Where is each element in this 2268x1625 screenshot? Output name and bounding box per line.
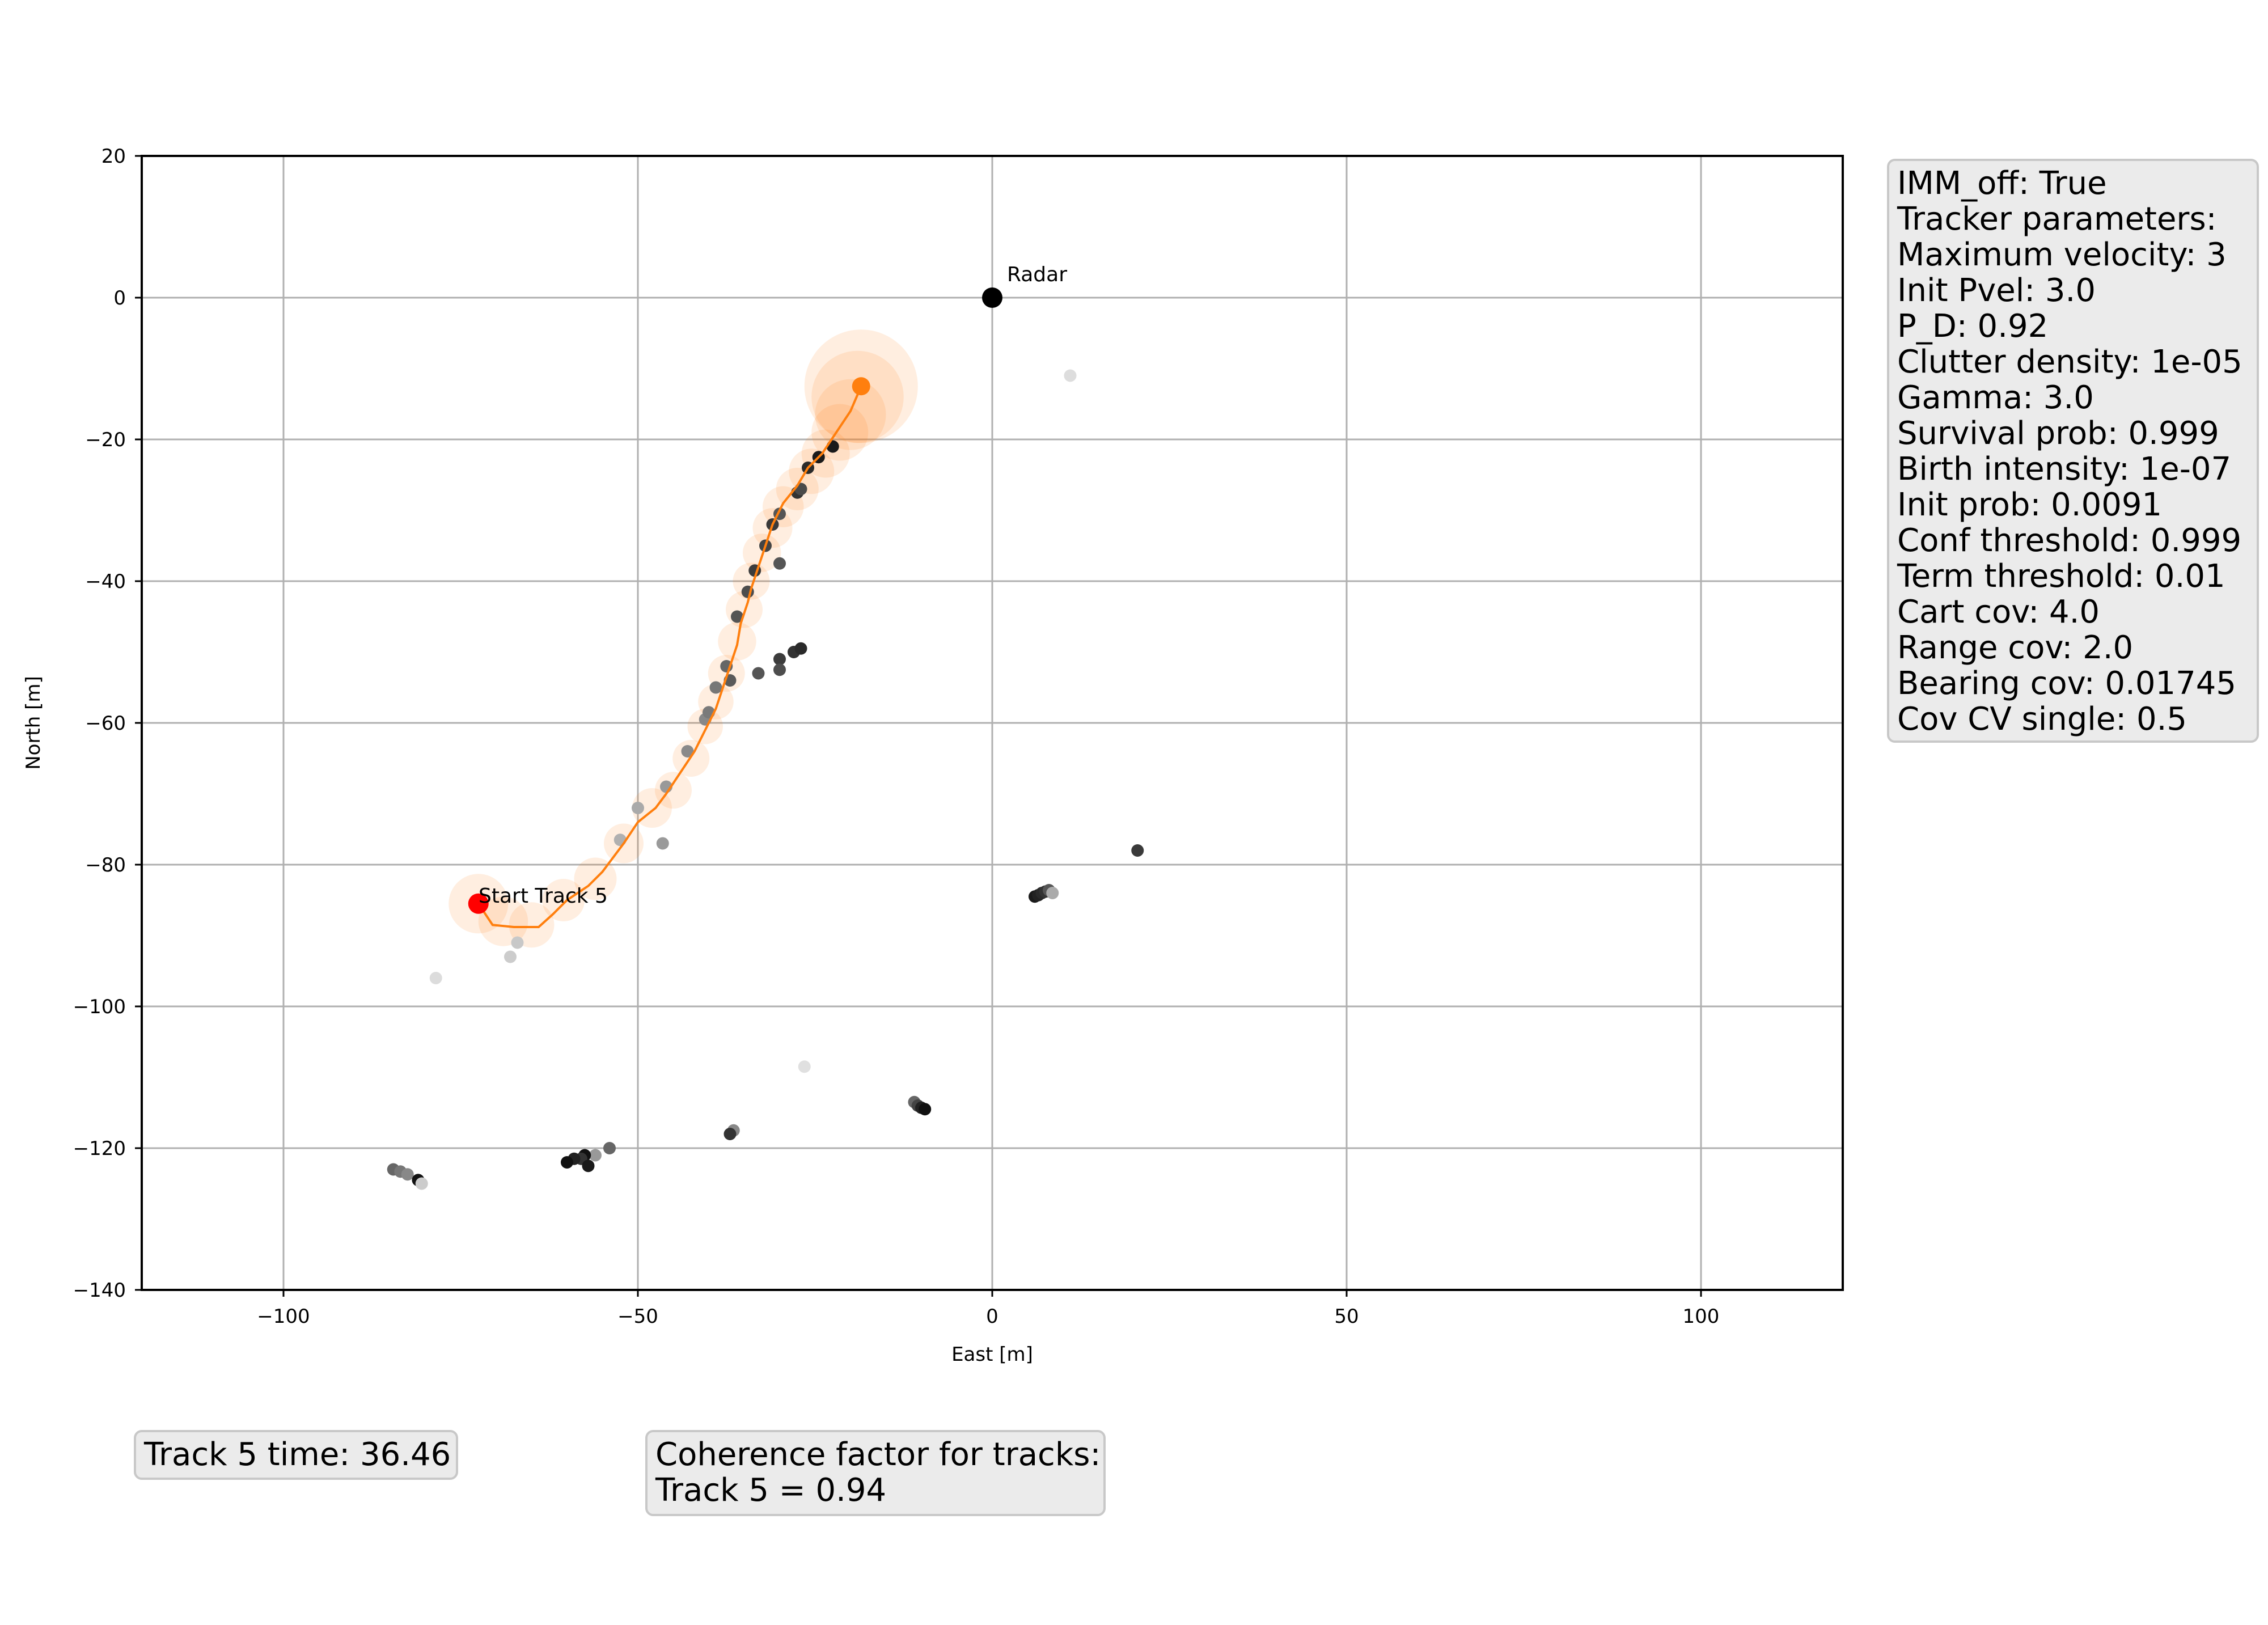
covariance-ellipse [509,902,555,948]
measurement-point [681,745,694,758]
measurement-point [603,1142,616,1154]
parameter-line: Init prob: 0.0091 [1897,486,2163,523]
y-tick-label: −80 [85,854,126,877]
coherence-factor-box: Coherence factor for tracks: Track 5 = 0… [645,1430,1106,1516]
y-tick-label: 20 [101,145,126,168]
measurement-point [561,1156,573,1169]
x-tick-label: 0 [986,1305,998,1328]
parameter-line: Clutter density: 1e-05 [1897,344,2242,380]
track-end-marker [852,377,870,396]
y-tick-label: −120 [73,1137,126,1160]
measurement-point [794,642,807,655]
track-time-box: Track 5 time: 36.46 [134,1430,458,1480]
measurement-point [504,950,517,963]
parameter-line: Range cov: 2.0 [1897,629,2134,666]
measurement-point [709,681,722,694]
y-axis-title: North [m] [22,676,45,770]
track-start-marker [468,893,489,914]
parameter-line: Tracker parameters: [1897,201,2217,238]
parameter-line: Survival prob: 0.999 [1897,415,2219,452]
measurement-point [511,936,524,949]
radar-marker [982,287,1002,308]
y-tick-label: −100 [73,996,126,1018]
parameter-line: IMM_off: True [1897,165,2107,202]
parameter-line: Maximum velocity: 3 [1897,236,2227,273]
track-line [477,386,862,928]
parameter-line: Gamma: 3.0 [1897,379,2094,416]
measurement-point [415,1177,428,1190]
x-tick-label: −50 [617,1305,658,1328]
parameter-line: P_D: 0.92 [1897,308,2049,345]
markers [468,287,1002,914]
parameter-line: Cov CV single: 0.5 [1897,701,2187,738]
track-time-text: Track 5 time: 36.46 [144,1436,451,1473]
parameter-line: Term threshold: 0.01 [1897,558,2225,595]
measurement-point [752,667,765,680]
coherence-title: Coherence factor for tracks: [655,1436,1101,1473]
measurement-point [589,1149,602,1162]
y-tick-label: −40 [85,570,126,593]
axis-ticks: −100 −50 0 50 100 20 0 −20 −40 −60 −80 −100 −120 −140 [73,145,1720,1328]
measurement-point [826,440,839,453]
covariance-ellipse [815,379,886,450]
measurement-point [798,1060,811,1073]
measurement-point [401,1168,414,1181]
y-tick-label: 0 [113,287,126,310]
parameter-line: Cart cov: 4.0 [1897,594,2100,630]
measurement-point [582,1159,595,1173]
grid-lines [142,155,1843,1291]
y-tick-label: −140 [73,1279,126,1302]
x-axis-title: East [m] [951,1343,1033,1366]
x-tick-label: 100 [1683,1305,1720,1328]
measurement-point [723,1128,737,1140]
measurement-point [1131,844,1144,857]
x-tick-label: −100 [257,1305,310,1328]
measurement-point [632,802,644,814]
measurement-point [656,837,669,850]
covariance-ellipse [542,879,585,921]
parameter-line: Bearing cov: 0.01745 [1897,665,2236,702]
measurement-point [429,972,442,984]
measurement-point [1064,369,1077,382]
measurement-point [773,557,786,570]
radar-label: Radar [1007,263,1067,286]
measurement-point [919,1103,932,1116]
parameter-line: Conf threshold: 0.999 [1897,522,2242,559]
tracker-parameters-box: IMM_off: True Tracker parameters: Maximum … [1887,159,2259,743]
measurement-point [613,833,627,847]
coherence-value: Track 5 = 0.94 [655,1472,887,1509]
x-tick-label: 50 [1334,1305,1359,1328]
y-tick-label: −20 [85,429,126,451]
covariance-ellipse [478,896,528,946]
measurements [387,369,1144,1190]
track-5 [477,386,862,928]
measurement-point [773,653,786,666]
covariance-ellipse [687,709,723,744]
y-tick-label: −60 [85,712,126,735]
measurement-point [794,483,807,496]
covariance-ellipses [448,329,918,948]
parameter-line: Birth intensity: 1e-07 [1897,451,2232,488]
measurement-point [1046,887,1059,899]
parameter-line: Init Pvel: 3.0 [1897,272,2096,309]
measurement-point [731,610,743,623]
measurement-point [773,663,786,676]
start-track-label: Start Track 5 [479,885,608,908]
